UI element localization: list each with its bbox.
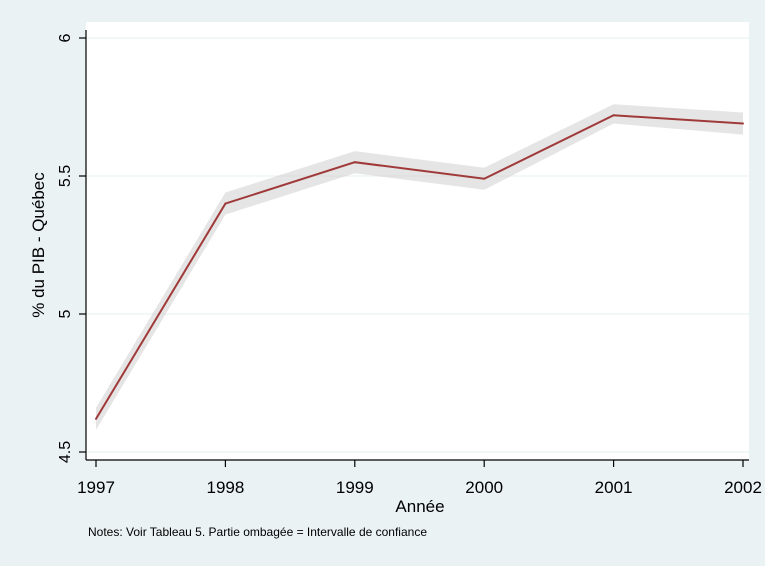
data-point xyxy=(353,161,356,164)
data-point xyxy=(95,417,97,420)
x-tick-label: 1997 xyxy=(77,478,115,497)
x-axis-label: Année xyxy=(395,497,444,516)
x-tick-label: 1999 xyxy=(336,478,374,497)
y-tick-label: 5 xyxy=(57,309,74,318)
data-point xyxy=(742,122,744,125)
plot-area xyxy=(86,22,749,460)
x-tick-label: 2000 xyxy=(465,478,503,497)
chart-note: Notes: Voir Tableau 5. Partie ombagée = … xyxy=(88,525,427,539)
data-point xyxy=(224,202,227,205)
y-tick-label: 4.5 xyxy=(57,441,74,463)
x-tick-label: 1998 xyxy=(206,478,244,497)
series-line xyxy=(95,114,744,420)
x-tick-label: 2001 xyxy=(595,478,633,497)
y-tick-label: 6 xyxy=(57,33,74,42)
data-point xyxy=(612,114,615,117)
data-point xyxy=(483,177,486,180)
x-tick-label: 2002 xyxy=(724,478,762,497)
y-axis-label: % du PIB - Québec xyxy=(29,172,48,318)
y-tick-label: 5.5 xyxy=(57,165,74,187)
confidence-band xyxy=(96,104,743,430)
y-axis-ticks: 4.5 5 5.5 6 xyxy=(57,33,86,463)
x-axis-ticks: 1997 1998 1999 2000 2001 2002 xyxy=(77,460,762,497)
